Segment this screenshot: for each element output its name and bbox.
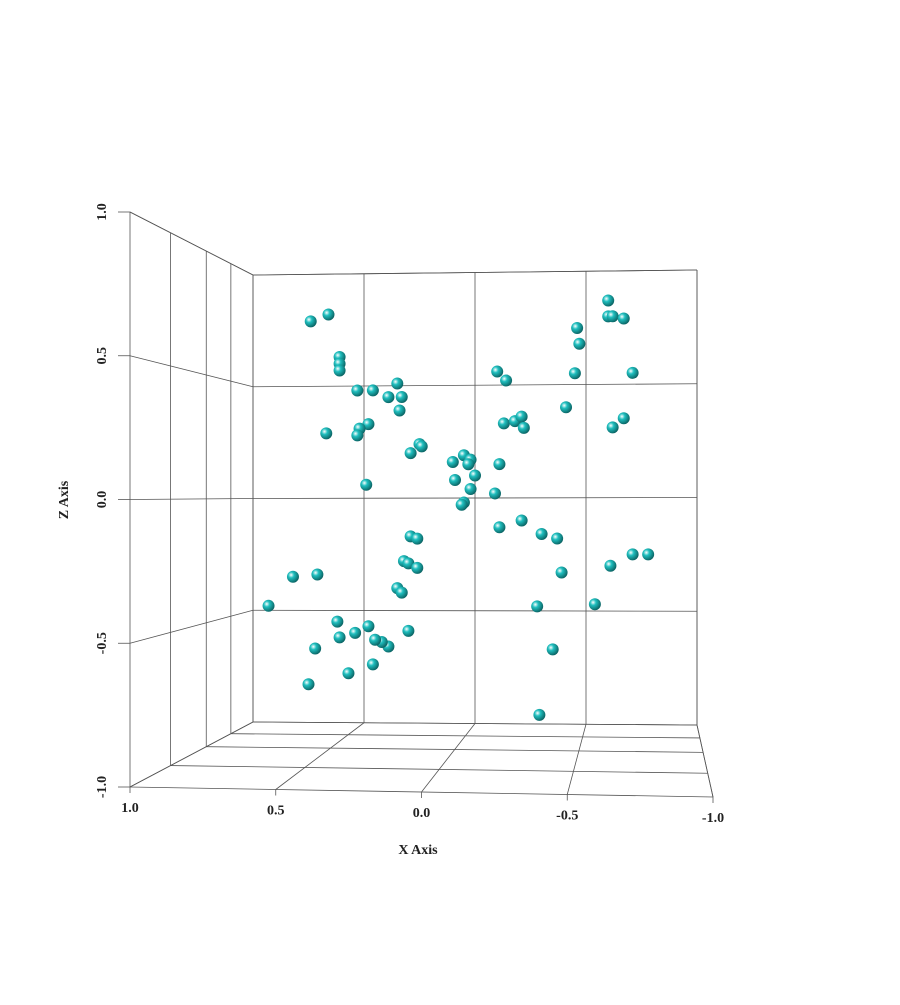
- point: [395, 586, 408, 599]
- point: [617, 312, 630, 325]
- point: [322, 308, 335, 321]
- point: [488, 487, 501, 500]
- point: [320, 427, 333, 440]
- point: [606, 310, 619, 323]
- point: [333, 364, 346, 377]
- point: [404, 447, 417, 460]
- point: [568, 367, 581, 380]
- grid-line: [566, 724, 587, 795]
- point: [262, 599, 275, 612]
- point: [560, 401, 573, 414]
- point: [360, 478, 373, 491]
- point: [391, 377, 404, 390]
- point: [551, 532, 564, 545]
- point: [286, 570, 299, 583]
- point: [531, 600, 544, 613]
- point: [362, 418, 375, 431]
- x-tick-label: 0.0: [413, 806, 431, 821]
- point: [555, 566, 568, 579]
- point: [604, 559, 617, 572]
- point: [415, 440, 428, 453]
- point: [333, 631, 346, 644]
- point: [402, 624, 415, 637]
- point: [493, 458, 506, 471]
- point: [369, 633, 382, 646]
- grid-line: [421, 723, 476, 793]
- point: [382, 391, 395, 404]
- point: [626, 548, 639, 561]
- point: [455, 498, 468, 511]
- point: [311, 568, 324, 581]
- grid-line: [696, 724, 714, 798]
- point: [626, 366, 639, 379]
- z-tick-label: -0.5: [95, 632, 110, 654]
- point: [517, 421, 530, 434]
- point: [464, 482, 477, 495]
- point: [642, 548, 655, 561]
- x-axis-label: X Axis: [398, 843, 438, 858]
- point: [469, 469, 481, 482]
- z-tick-label: 0.0: [95, 491, 110, 509]
- point: [411, 561, 424, 574]
- point: [302, 678, 315, 691]
- x-tick-label: -1.0: [702, 811, 724, 826]
- point: [533, 708, 546, 721]
- point: [515, 514, 528, 527]
- point: [491, 365, 504, 378]
- point: [602, 294, 615, 307]
- point: [573, 337, 586, 350]
- point: [402, 557, 415, 570]
- grid-line: [129, 721, 254, 788]
- grid-line: [129, 609, 254, 644]
- point: [349, 626, 362, 639]
- point: [500, 374, 513, 387]
- point: [462, 458, 475, 471]
- point: [497, 417, 510, 430]
- point: [393, 404, 406, 417]
- point: [342, 667, 355, 680]
- point: [535, 528, 548, 541]
- point: [588, 598, 601, 611]
- point: [617, 412, 630, 425]
- point: [362, 620, 375, 633]
- point: [515, 410, 528, 423]
- point: [571, 321, 584, 334]
- x-tick-label: 0.5: [267, 804, 285, 819]
- grid-line: [129, 211, 254, 276]
- z-axis-label: Z Axis: [57, 480, 72, 519]
- z-tick-label: -1.0: [95, 776, 110, 798]
- point: [411, 532, 424, 545]
- point: [493, 521, 506, 534]
- point: [366, 384, 379, 397]
- point: [351, 384, 364, 397]
- point: [546, 643, 559, 656]
- x-tick-label: 1.0: [121, 801, 139, 816]
- point: [331, 615, 344, 628]
- z-tick-label: 0.5: [95, 347, 110, 365]
- point: [366, 658, 379, 671]
- x-tick-label: -0.5: [556, 809, 578, 824]
- point: [606, 421, 619, 434]
- grid-line: [129, 498, 254, 500]
- point: [351, 429, 364, 442]
- point: [309, 642, 322, 655]
- point: [304, 315, 317, 328]
- z-tick-label: 1.0: [95, 203, 110, 221]
- point: [449, 474, 462, 487]
- point: [446, 456, 459, 469]
- grid-line: [129, 355, 254, 388]
- grid-line: [275, 722, 365, 790]
- point: [395, 390, 408, 403]
